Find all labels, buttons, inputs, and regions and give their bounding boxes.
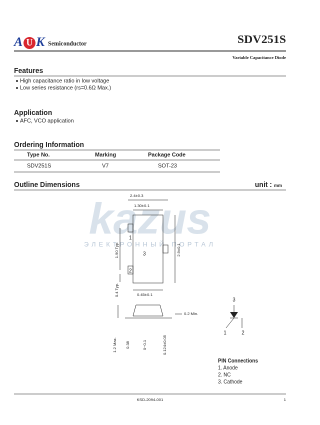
package-lead (162, 244, 169, 254)
watermark-logo: kazus (89, 195, 211, 244)
datasheet-page: A U K Semiconductor SDV251S Variable Cap… (0, 0, 300, 425)
unit-label: unit : (255, 182, 272, 189)
dimension-label: 0~0.1 (142, 339, 147, 350)
table-cell: SOT-23 (158, 163, 177, 169)
package-lead (127, 223, 134, 233)
pin-number: 3 (143, 251, 146, 257)
package-lead (127, 265, 134, 275)
table-cell: SDV251S (27, 163, 51, 169)
footer-page: 1 (284, 397, 287, 402)
part-number: SDV251S (237, 32, 286, 46)
feature-item: Low series resistance (rs=0.6Ω Max.) (20, 85, 111, 91)
dimension-label: 0.4 Typ. (114, 283, 119, 297)
watermark-tagline: ЭЛЕКТРОННЫЙ ПОРТАЛ (84, 240, 216, 249)
symbol-wire (225, 317, 235, 329)
pin-number: 2 (129, 268, 132, 274)
unit-value: mm (274, 183, 282, 188)
pin-number: 1 (129, 235, 132, 241)
dimension-label: 1.90 Typ. (114, 242, 119, 258)
subtitle: Variable Capacitance Diode (232, 55, 286, 60)
page-background (0, 0, 300, 425)
logo-letter: U (26, 38, 33, 48)
symbol-pin: 3 (233, 297, 236, 303)
symbol-pin: 1 (224, 330, 227, 336)
table-cell: V7 (102, 163, 109, 169)
dimension-label: 1.30±0.1 (134, 203, 150, 208)
dimension-label: 0.2 Min. (184, 311, 198, 316)
section-title: Features (14, 68, 43, 75)
table-header: Package Code (148, 152, 186, 158)
footer-doc: KSD-2094-001 (137, 397, 164, 402)
logo-circle (23, 37, 36, 49)
section-title: Outline Dimensions (14, 182, 80, 189)
pin-connections-title: PIN Connections (218, 358, 258, 364)
bullet (16, 120, 18, 122)
table-header: Marking (95, 152, 116, 158)
pin-connection: 2. NC (218, 372, 231, 378)
package-side (132, 304, 164, 317)
feature-item: High capacitance ratio in low voltage (20, 78, 109, 84)
dimension-label: 0.45±0.1 (137, 292, 153, 297)
logo-letter: A (13, 34, 23, 49)
symbol-pin: 2 (242, 330, 245, 336)
application-item: AFC, VCO application (20, 118, 74, 124)
section-title: Application (14, 110, 52, 117)
section-title: Ordering Information (14, 142, 84, 149)
pin-connection: 1. Anode (218, 365, 238, 371)
bullet (16, 80, 18, 82)
company-name: Semiconductor (48, 41, 87, 47)
table-header: Type No. (27, 152, 50, 158)
dimension-label: 2.4±0.3 (130, 193, 144, 198)
bullet (16, 87, 18, 89)
dimension-label: 1.2 Max. (112, 337, 117, 352)
dimension-label: 0.124±0.05 (162, 334, 167, 355)
diode-symbol (230, 312, 238, 318)
logo-letter: K (35, 34, 46, 49)
pin-connection: 3. Cathode (218, 379, 243, 385)
dimension-label: 2.9±0.1 (176, 243, 181, 257)
dimension-label: 0.38 (125, 340, 130, 349)
